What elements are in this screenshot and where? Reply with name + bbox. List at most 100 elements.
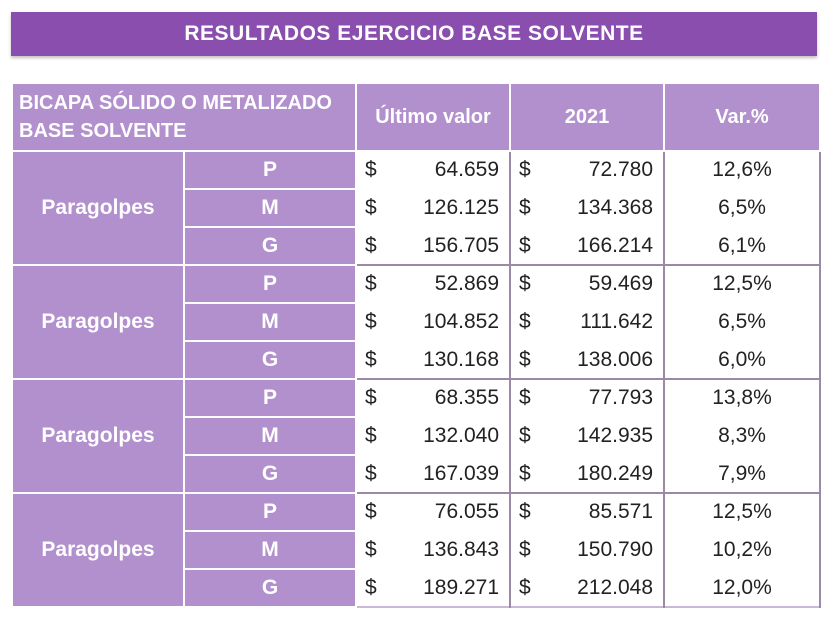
variation-cell: 6,5% [663, 302, 822, 342]
year-value-cell: $142.935 [509, 416, 666, 456]
variation-cell: 13,8% [663, 378, 822, 418]
table-row: G $156.705 $166.214 6,1% [12, 226, 822, 266]
year-value: 85.571 [588, 500, 654, 523]
last-value: 136.843 [423, 538, 500, 561]
last-value-cell: $189.271 [355, 568, 512, 608]
last-value-cell: $64.659 [355, 150, 512, 190]
currency-symbol: $ [519, 158, 531, 181]
size-cell: M [182, 416, 358, 456]
table-row: Paragolpes P $68.355 $77.793 13,8% [11, 378, 822, 494]
currency-symbol: $ [365, 538, 377, 561]
last-value-cell: $167.039 [355, 454, 512, 494]
currency-symbol: $ [365, 424, 377, 447]
year-value: 72.780 [588, 158, 654, 181]
group-label: Paragolpes [11, 150, 185, 266]
size-cell: M [182, 302, 358, 342]
year-value: 134.368 [577, 196, 654, 219]
currency-symbol: $ [519, 348, 531, 371]
currency-symbol: $ [519, 576, 531, 599]
variation-cell: 12,5% [663, 264, 822, 304]
last-value-cell: $104.852 [355, 302, 512, 342]
last-value: 167.039 [423, 462, 500, 485]
variation-cell: 6,5% [663, 188, 822, 228]
currency-symbol: $ [365, 348, 377, 371]
year-value-cell: $111.642 [509, 302, 666, 342]
size-cell: M [182, 530, 358, 570]
column-header-last-value: Último valor [355, 82, 512, 152]
last-value: 130.168 [423, 348, 500, 371]
currency-symbol: $ [365, 234, 377, 257]
last-value: 64.659 [434, 158, 500, 181]
variation-cell: 7,9% [663, 454, 822, 494]
year-value: 59.469 [588, 272, 654, 295]
year-value: 138.006 [577, 348, 654, 371]
last-value-cell: $68.355 [355, 378, 512, 418]
last-value: 132.040 [423, 424, 500, 447]
last-value-cell: $76.055 [355, 492, 512, 532]
currency-symbol: $ [519, 196, 531, 219]
year-value: 166.214 [577, 234, 654, 257]
currency-symbol: $ [365, 272, 377, 295]
year-value-cell: $134.368 [509, 188, 666, 228]
last-value: 126.125 [423, 196, 500, 219]
year-value-cell: $85.571 [509, 492, 666, 532]
table-row: Paragolpes P $76.055 $85.571 12,5% [11, 492, 822, 608]
currency-symbol: $ [519, 310, 531, 333]
year-value-cell: $77.793 [509, 378, 666, 418]
year-value-cell: $72.780 [509, 150, 666, 190]
year-value-cell: $138.006 [509, 340, 666, 380]
currency-symbol: $ [365, 386, 377, 409]
size-cell: G [182, 568, 358, 608]
group-label: Paragolpes [11, 264, 185, 380]
last-value-cell: $132.040 [355, 416, 512, 456]
size-cell: M [182, 188, 358, 228]
year-value-cell: $59.469 [509, 264, 666, 304]
group-label: Paragolpes [11, 378, 185, 494]
last-value-cell: $156.705 [355, 226, 512, 266]
variation-cell: 12,0% [663, 568, 822, 608]
last-value-cell: $130.168 [355, 340, 512, 380]
year-value: 142.935 [577, 424, 654, 447]
table-row: Paragolpes P $64.659 $72.780 12,6% [11, 150, 822, 266]
year-value-cell: $166.214 [509, 226, 666, 266]
last-value: 68.355 [434, 386, 500, 409]
size-cell: G [182, 226, 358, 266]
table-row: Paragolpes P $52.869 $59.469 12,5% [11, 264, 822, 380]
variation-cell: 6,0% [663, 340, 822, 380]
size-cell: P [182, 264, 358, 304]
column-header-variation: Var.% [663, 82, 822, 152]
variation-cell: 10,2% [663, 530, 822, 570]
currency-symbol: $ [365, 500, 377, 523]
variation-cell: 12,5% [663, 492, 822, 532]
table-title-line2: BASE SOLVENTE [19, 120, 187, 142]
last-value-cell: $126.125 [355, 188, 512, 228]
size-cell: G [182, 340, 358, 380]
currency-symbol: $ [519, 424, 531, 447]
table-row: M $126.125 $134.368 6,5% [12, 188, 822, 228]
table-title-line1: BICAPA SÓLIDO O METALIZADO [19, 92, 332, 114]
variation-cell: 12,6% [663, 150, 822, 190]
size-cell: P [182, 150, 358, 190]
currency-symbol: $ [365, 310, 377, 333]
year-value: 77.793 [588, 386, 654, 409]
currency-symbol: $ [519, 272, 531, 295]
group-label: Paragolpes [11, 492, 185, 608]
table-header-row: BICAPA SÓLIDO O METALIZADO BASE SOLVENTE… [10, 82, 822, 152]
last-value-cell: $136.843 [355, 530, 512, 570]
currency-symbol: $ [519, 234, 531, 257]
table-row: M $136.843 $150.790 10,2% [12, 530, 822, 570]
currency-symbol: $ [519, 386, 531, 409]
last-value: 156.705 [423, 234, 500, 257]
table-row: G $189.271 $212.048 12,0% [12, 568, 822, 608]
year-value: 150.790 [577, 538, 654, 561]
currency-symbol: $ [519, 462, 531, 485]
last-value-cell: $52.869 [355, 264, 512, 304]
currency-symbol: $ [365, 196, 377, 219]
last-value: 189.271 [423, 576, 500, 599]
year-value-cell: $180.249 [509, 454, 666, 494]
year-value: 212.048 [577, 576, 654, 599]
last-value: 52.869 [434, 272, 500, 295]
size-cell: G [182, 454, 358, 494]
currency-symbol: $ [365, 462, 377, 485]
year-value: 180.249 [577, 462, 654, 485]
